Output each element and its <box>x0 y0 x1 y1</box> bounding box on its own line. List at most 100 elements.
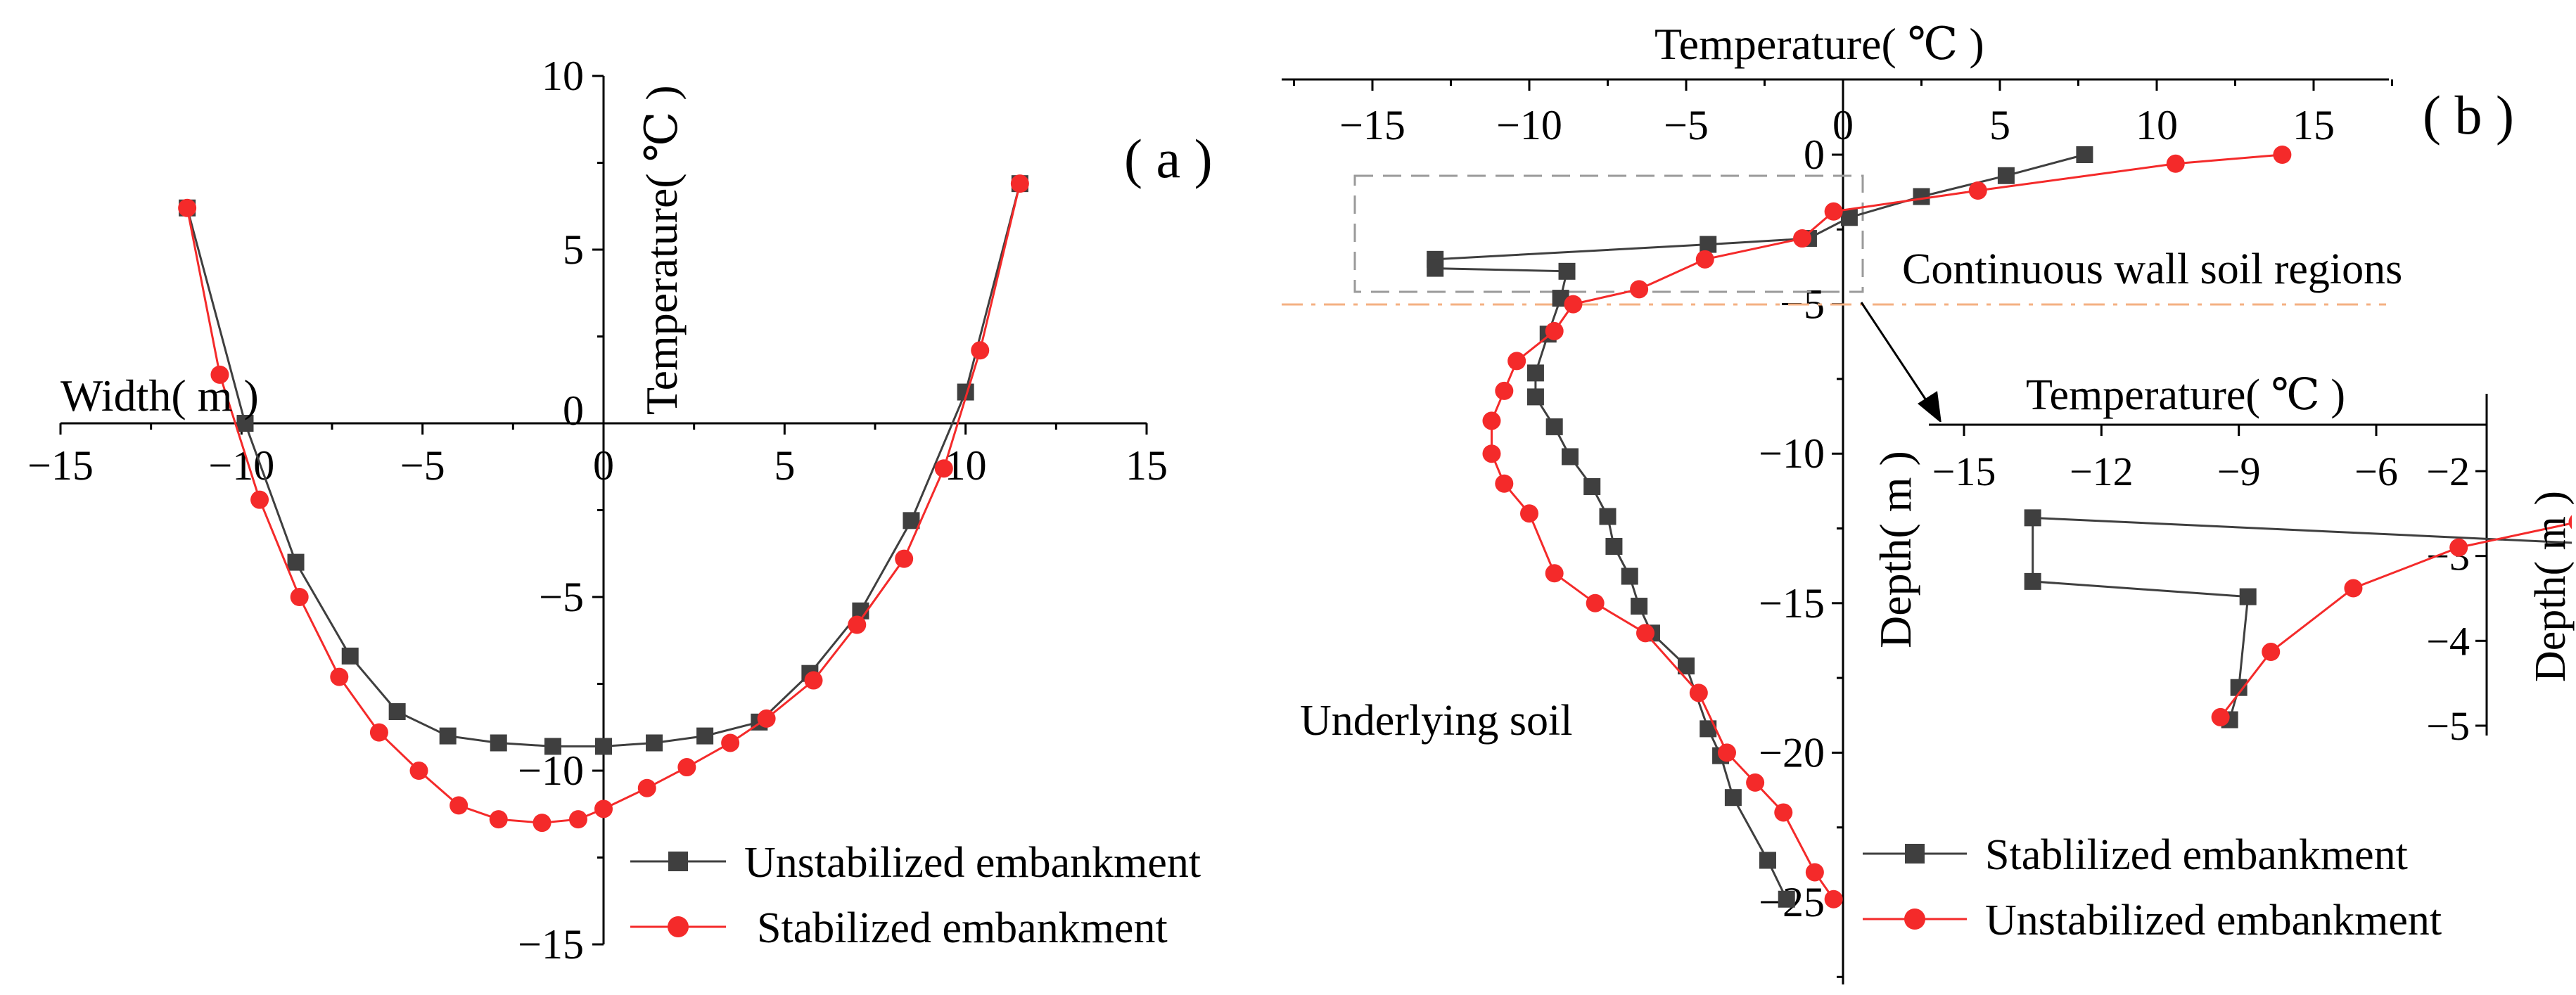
panel-a-series-2-point <box>677 758 696 777</box>
panel-a-series-2-point <box>210 365 229 384</box>
panel-b-series-2-point <box>1717 743 1736 762</box>
panel-a-series-2-point <box>637 778 656 797</box>
panel-b-series-2-point <box>1636 624 1655 643</box>
panel-a-series-1-point <box>341 647 359 665</box>
panel-a-y-tick-label: 10 <box>542 53 584 99</box>
panel-a-series-1-point <box>236 415 254 432</box>
panel-b-series-1-point <box>1621 567 1638 585</box>
panel-b-series-2-point <box>1968 181 1987 200</box>
panel-a-y-tick-label: 5 <box>563 226 584 273</box>
legend-a-marker-2 <box>668 916 689 937</box>
panel-a-ylabel: Temperature( ℃ ) <box>637 85 687 415</box>
panel-b-series-2-point <box>1695 250 1714 269</box>
panel-a-series-2-point <box>533 814 551 833</box>
inset-x-tick-label: −9 <box>2217 449 2261 494</box>
panel-b-series-2-point <box>1824 202 1843 221</box>
panel-a-series-2-point <box>934 459 953 478</box>
panel-b-series-2-point <box>1630 280 1649 299</box>
panel-b-x-tick-label: −15 <box>1339 102 1405 148</box>
panel-a-series-2-point <box>290 588 309 606</box>
panel-b-series-2-point <box>1586 593 1605 612</box>
panel-a-series-2-point <box>489 810 508 829</box>
panel-a-series-2-point <box>178 198 197 217</box>
panel-a-series-2-line <box>186 183 1021 824</box>
panel-b-series-2-point <box>1689 683 1708 702</box>
panel-b-series-1-point <box>2076 146 2093 163</box>
panel-a-series-2-point <box>409 762 428 780</box>
panel-b-series-1-point <box>1724 789 1742 807</box>
inset-series-1-point <box>2239 588 2257 605</box>
panel-a-series-2-point <box>250 490 269 509</box>
panel-a-series-2-point <box>804 671 823 690</box>
panel-b-series-1-point <box>1526 388 1544 406</box>
legend-a-label-2: Stabilized embankment <box>757 904 1168 952</box>
panel-b-x-tick-label: −10 <box>1496 102 1562 148</box>
panel-b-x-tick-label: 0 <box>1832 102 1854 148</box>
panel-a-x-tick-label: −10 <box>208 442 274 489</box>
panel-a-series-2-point <box>369 723 388 742</box>
panel-b-series-2-point <box>1495 474 1514 493</box>
inset-x-tick-label: −15 <box>1932 449 1996 494</box>
panel-b-series-2-point <box>1520 504 1538 523</box>
panel-b-series-1-point <box>1778 890 1795 908</box>
panel-a-series-2-point <box>848 615 867 634</box>
panel-b-x-tick-label: 5 <box>1989 102 2010 148</box>
panel-b-y-tick-label: −10 <box>1759 430 1825 477</box>
inset-series <box>2024 509 2572 728</box>
legend-b-marker-1 <box>1905 844 1925 864</box>
panel-a-series-2-point <box>449 796 468 815</box>
panel-a-series-1-point <box>490 734 507 752</box>
panel-b-ylabel: Depth( m ) <box>1870 451 1920 648</box>
panel-a-series-1-point <box>287 553 305 571</box>
panel-a-y-tick-label: −5 <box>539 574 584 620</box>
legend-b-label-2: Unstabilized embankment <box>1985 897 2442 944</box>
inset-series-1-point <box>2024 572 2041 590</box>
panel-a-series-2-point <box>1010 174 1029 193</box>
panel-b-series-1-point <box>1700 720 1717 738</box>
inset-series-2-point <box>2449 538 2468 557</box>
panel-b-y-tick-label: −15 <box>1759 580 1825 627</box>
panel-a-series-1-point <box>544 738 561 755</box>
panel-a-y-tick-label: −15 <box>518 921 584 968</box>
panel-a-legend: Unstabilized embankment Stabilized emban… <box>630 839 1201 952</box>
panel-b-legend: Stablilized embankment Unstabilized emba… <box>1863 831 2442 944</box>
panel-a-series-1-point <box>439 727 457 745</box>
panel-b-series-2-point <box>1482 444 1501 463</box>
inset-series-2-line <box>2219 522 2572 718</box>
zoom-arrow-line <box>1860 302 1934 411</box>
panel-b-y-tick-label: −20 <box>1759 729 1825 776</box>
panel-a-series-2-point <box>594 800 613 819</box>
inset-series-2-point <box>2211 707 2230 726</box>
panel-a-x-tick-label: 0 <box>593 442 614 489</box>
legend-b-marker-2 <box>1904 909 1925 930</box>
zoom-arrow-head <box>1918 391 1941 423</box>
panel-b-series-1-point <box>1605 538 1623 556</box>
panel-b-series-1-point <box>1427 259 1444 277</box>
panel-a-series-1-point <box>646 734 663 752</box>
panel-a-series-2-point <box>568 810 587 829</box>
panel-b-series <box>1427 146 2292 909</box>
panel-a-x-tick-label: −15 <box>27 442 94 489</box>
panel-b-series-2-point <box>1824 890 1843 909</box>
panel-a-x-tick-label: −5 <box>400 442 445 489</box>
inset-series-2-point <box>2568 515 2572 529</box>
panel-a-y-tick-label: 0 <box>563 387 584 434</box>
inset-series-2-point <box>2344 579 2363 598</box>
panel-b-x-tick-label: −5 <box>1664 102 1709 148</box>
panel-b-series-1-point <box>1599 508 1617 525</box>
inset-axes: −15 −12 −9 −6 −2−3−4−5 <box>1929 394 2488 749</box>
panel-b-series-1-point <box>1561 448 1579 466</box>
inset-xlabel: Temperature( ℃ ) <box>2026 371 2345 419</box>
inset-series-1-point <box>2024 509 2041 527</box>
panel-a-series-2-point <box>721 733 740 752</box>
panel-b-series-2-point <box>1482 411 1501 430</box>
inset-y-tick-label: −2 <box>2426 449 2470 494</box>
panel-b-series-2-point <box>1746 773 1765 792</box>
panel-b-label: ( b ) <box>2423 84 2514 146</box>
legend-b-label-1: Stablilized embankment <box>1985 831 2408 879</box>
annotation-underlying-soil: Underlying soil <box>1300 697 1572 745</box>
panel-b-series-2-point <box>2273 146 2292 164</box>
